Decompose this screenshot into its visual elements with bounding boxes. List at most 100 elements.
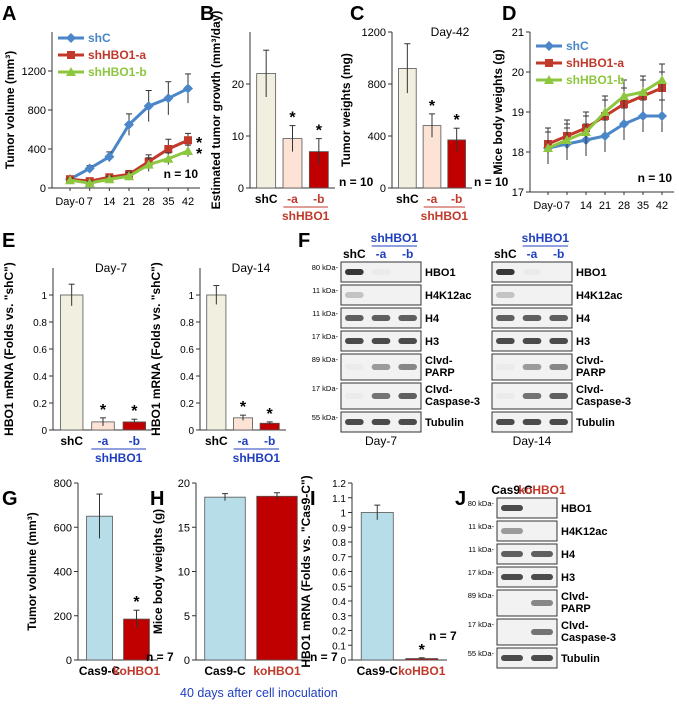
group-label: shHBO1: [421, 209, 469, 223]
y-tick-label: 0.2: [332, 627, 346, 638]
y-axis-title: Tumor volume (mm³): [3, 51, 17, 169]
x-tick-label: 7: [564, 200, 570, 212]
blot-row-band: [522, 393, 542, 399]
marker-square: [184, 136, 192, 145]
blot-caption: Day-7: [365, 434, 397, 448]
x-tick-label: koHBO1: [113, 664, 161, 678]
blot-row-band: [501, 528, 523, 534]
x-tick-label: shC: [60, 434, 83, 448]
blot-row-band: [398, 419, 417, 425]
y-tick-label: 10: [232, 131, 244, 143]
blot-row-band: [522, 364, 542, 370]
protein-label: Clvd-Caspase-3: [425, 384, 480, 408]
x-tick-label: -b: [451, 192, 462, 206]
y-tick-label: 1200: [362, 27, 386, 39]
y-tick-label: 20: [232, 79, 244, 91]
y-tick-label: 18: [512, 147, 524, 159]
bar-koHBO1: [256, 495, 298, 661]
blot-row-frame: [340, 284, 422, 306]
protein-label: H4: [425, 313, 440, 325]
kda-label: 55 kDa-: [312, 413, 339, 422]
marker-diamond: [66, 33, 76, 43]
kda-label: 55 kDa-: [468, 649, 495, 658]
panel-label-d: D: [502, 3, 516, 25]
lane-label: shC: [343, 247, 366, 261]
y-tick-label: 0.9: [332, 523, 346, 534]
blot-row-band: [371, 419, 391, 425]
blot-row-frame: [496, 647, 558, 669]
marker-triangle: [183, 145, 193, 155]
blot-row-band: [501, 574, 523, 580]
y-tick-label: 800: [368, 79, 386, 91]
y-tick-label: 400: [368, 131, 386, 143]
y-tick-label: 0.1: [332, 641, 346, 652]
y-tick-label: 0.2: [180, 399, 194, 410]
blot-row-band: [501, 551, 523, 557]
kda-label: 11 kDa-: [312, 286, 338, 295]
y-tick-label: 0.4: [33, 372, 47, 383]
chart-B: 0 10 20 Estimated tumor growth (mm³/day) shC…: [209, 11, 374, 223]
y-tick-label: 1: [188, 291, 194, 302]
panel-label-i: I: [310, 488, 316, 510]
blot-row-band: [522, 315, 542, 321]
blot-row-frame: [496, 497, 558, 519]
marker-triangle: [163, 153, 174, 163]
panel-label-j: J: [455, 488, 466, 510]
blot-row-band: [371, 364, 391, 370]
blot-row-band: [549, 338, 568, 344]
x-tick-label: Day-0: [55, 196, 84, 208]
blot-row-band: [496, 292, 515, 298]
bar-shC: [59, 294, 84, 431]
chart-D: 17 18 19 20 21 Mice body weights (g) Day-0 7 14 2…: [491, 27, 674, 212]
y-tick-label: 21: [512, 27, 524, 39]
kda-label: 11 kDa-: [312, 309, 338, 318]
lane-label: -b: [402, 247, 413, 261]
y-tick-label: 0: [238, 183, 244, 195]
protein-label: HBO1: [425, 267, 456, 279]
marker-diamond: [143, 101, 154, 112]
blot-row-band: [371, 393, 391, 399]
protein-label: H3: [576, 336, 590, 348]
significance-star: *: [429, 98, 436, 115]
x-tick-label: shC: [255, 192, 278, 206]
kda-label: 89 kDa-: [468, 591, 495, 600]
panel-label-b: B: [200, 3, 214, 25]
n-label: n = 10: [339, 175, 374, 189]
blot-row-band: [371, 315, 391, 321]
significance-star: *: [196, 146, 203, 163]
marker-diamond: [163, 93, 174, 104]
n-label: n = 10: [474, 175, 509, 189]
y-tick-label: 17: [512, 187, 524, 199]
protein-label: Clvd-PARP: [561, 591, 591, 615]
chart-E2: 0 0.2 0.4 0.6 0.8 1 HBO1 mRNA (Folds vs. "shC"…: [149, 261, 286, 465]
x-tick-label: 14: [580, 200, 592, 212]
x-tick-label: Day-0: [533, 200, 562, 212]
protein-label: Clvd-PARP: [576, 355, 606, 379]
y-tick-label: 15: [178, 522, 190, 534]
marker-diamond: [124, 119, 134, 130]
blot-caption: Day-14: [513, 434, 552, 448]
x-tick-label: 42: [656, 200, 668, 212]
significance-star: *: [267, 406, 274, 423]
x-tick-label: -a: [238, 434, 249, 448]
blot-row-band: [345, 315, 364, 321]
legend-label: shC: [566, 39, 589, 53]
kda-label: 17 kDa-: [468, 620, 495, 629]
x-tick-label: koHBO1: [398, 664, 446, 678]
x-tick-label: -b: [313, 192, 324, 206]
marker-diamond: [104, 151, 115, 162]
marker-triangle: [619, 91, 629, 100]
marker-triangle: [84, 178, 95, 188]
blot-row-band: [345, 269, 364, 275]
y-tick-label: 0: [184, 655, 190, 667]
blot-row-band: [496, 269, 515, 275]
x-tick-label: -a: [427, 192, 438, 206]
y-tick-label: 0: [188, 426, 194, 437]
y-tick-label: 400: [54, 567, 72, 579]
protein-label: Clvd-PARP: [425, 355, 455, 379]
marker-square: [545, 59, 553, 67]
kda-label: 11 kDa-: [468, 522, 494, 531]
marker-triangle: [562, 135, 572, 144]
protein-label: Clvd-Caspase-3: [576, 384, 631, 408]
panel-label-a: A: [2, 3, 16, 25]
